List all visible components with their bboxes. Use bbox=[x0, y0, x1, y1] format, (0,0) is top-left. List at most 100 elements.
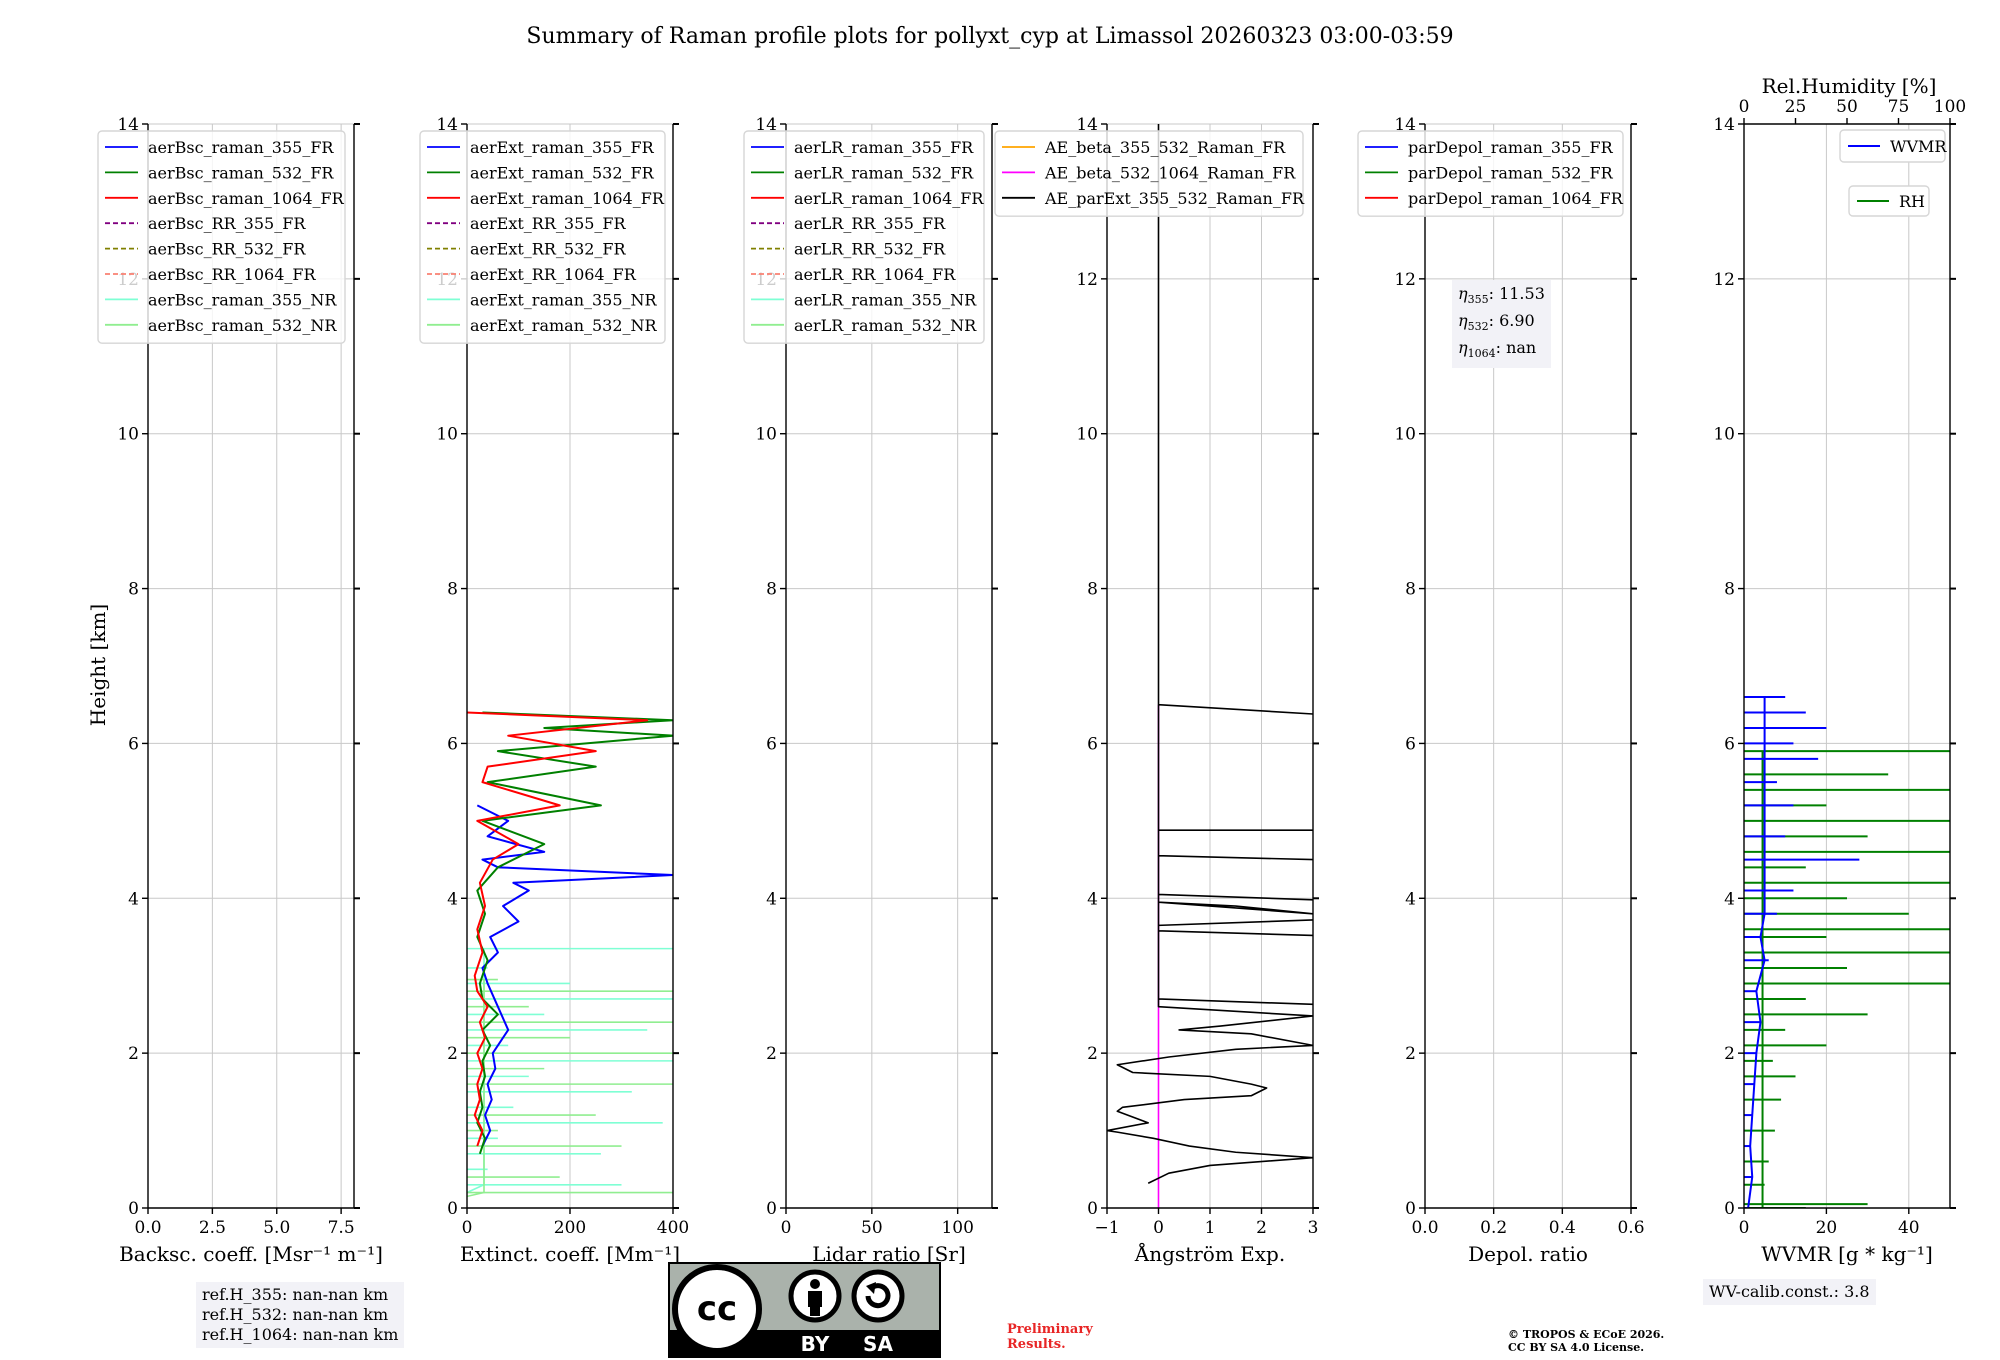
xtick-label: 0 bbox=[781, 1218, 792, 1238]
preliminary-note: Preliminary Results. bbox=[1007, 1322, 1093, 1352]
ytick-label: 8 bbox=[447, 580, 458, 600]
legend-bsc: aerBsc_raman_355_FR aerBsc_raman_532_FRae… bbox=[97, 130, 346, 344]
ytick-label: 10 bbox=[755, 425, 777, 445]
xtick-label: 20 bbox=[1816, 1218, 1838, 1238]
series-group bbox=[467, 711, 673, 1198]
ytick-label: 10 bbox=[436, 425, 458, 445]
x-axis-label: Backsc. coeff. [Msr⁻¹ m⁻¹] bbox=[119, 1242, 383, 1266]
ytick-label: 14 bbox=[1394, 115, 1416, 135]
ytick-label: 2 bbox=[1724, 1044, 1735, 1064]
legend-ae: AE_beta_355_532_Raman_FR AE_beta_532_1064… bbox=[994, 130, 1305, 217]
legend-frame bbox=[1839, 129, 1946, 163]
legend-label: aerExt_raman_532_NR bbox=[470, 316, 658, 335]
legend-label: aerExt_raman_355_NR bbox=[470, 290, 658, 309]
legend-label: aerLR_raman_1064_FR bbox=[794, 189, 984, 208]
ytick-label: 14 bbox=[755, 115, 777, 135]
eta-box: η355: 11.53 η532: 6.90 η1064: nan bbox=[1452, 280, 1551, 368]
series-AE_parExt_355_532_Raman_FR bbox=[1107, 124, 1313, 1184]
xtick-label: 0.4 bbox=[1549, 1218, 1576, 1238]
legend-RH: RH bbox=[1848, 185, 1930, 217]
ytick-label: 4 bbox=[447, 889, 458, 909]
xtick-label: 100 bbox=[941, 1218, 973, 1238]
legend-label: aerBsc_raman_532_FR bbox=[148, 163, 334, 182]
legend-label: aerBsc_raman_1064_FR bbox=[148, 189, 345, 208]
legend-depol: parDepol_raman_355_FR parDepol_raman_532_… bbox=[1357, 130, 1624, 217]
x-axis-label: Depol. ratio bbox=[1468, 1242, 1588, 1266]
ref-height-355: ref.H_355: nan-nan km bbox=[202, 1285, 389, 1304]
xtick-label: 400 bbox=[657, 1218, 689, 1238]
ytick-label: 6 bbox=[1087, 734, 1098, 754]
legend-label: aerLR_raman_532_NR bbox=[794, 316, 977, 335]
ytick-label: 12 bbox=[1076, 270, 1098, 290]
xtick-label: 0 bbox=[1739, 1218, 1750, 1238]
ytick-label: 8 bbox=[1724, 580, 1735, 600]
ytick-label: 8 bbox=[128, 580, 139, 600]
y-axis-label: Height [km] bbox=[86, 604, 110, 726]
legend-label: aerBsc_raman_355_NR bbox=[148, 290, 337, 309]
top-xtick-label: 100 bbox=[1934, 97, 1966, 117]
panel-lr: 02468101214050100Lidar ratio [Sr]aerLR_r… bbox=[743, 115, 998, 1266]
legend-label: AE_parExt_355_532_Raman_FR bbox=[1044, 189, 1305, 208]
legend-label: aerBsc_RR_355_FR bbox=[148, 214, 306, 233]
xtick-label: 0.6 bbox=[1617, 1218, 1644, 1238]
series-group bbox=[1744, 695, 1950, 1208]
legend-frame bbox=[994, 130, 1304, 217]
ref-heights-box: ref.H_355: nan-nan km ref.H_532: nan-nan … bbox=[196, 1282, 405, 1348]
xtick-label: −1 bbox=[1094, 1218, 1119, 1238]
ytick-label: 2 bbox=[766, 1044, 777, 1064]
copyright-note: © TROPOS & ECoE 2026. CC BY SA 4.0 Licens… bbox=[1508, 1328, 1665, 1354]
xtick-label: 1 bbox=[1205, 1218, 1216, 1238]
ytick-label: 4 bbox=[766, 889, 777, 909]
top-xtick-label: 0 bbox=[1739, 97, 1750, 117]
legend-label: aerExt_RR_355_FR bbox=[470, 214, 627, 233]
ytick-label: 10 bbox=[1713, 425, 1735, 445]
xtick-label: 5.0 bbox=[263, 1218, 290, 1238]
sa-text: SA bbox=[863, 1332, 893, 1356]
ytick-label: 4 bbox=[128, 889, 139, 909]
xtick-label: 2.5 bbox=[199, 1218, 226, 1238]
series-aerExt_raman_1064_FR bbox=[467, 711, 649, 1147]
legend-label: aerBsc_RR_1064_FR bbox=[148, 265, 317, 284]
legend-label: aerBsc_raman_355_FR bbox=[148, 138, 334, 157]
ytick-label: 0 bbox=[766, 1199, 777, 1219]
ref-height-1064: ref.H_1064: nan-nan km bbox=[202, 1325, 399, 1344]
legend-label: aerExt_raman_532_FR bbox=[470, 163, 655, 182]
ytick-label: 14 bbox=[1713, 115, 1735, 135]
top-axis-label: Rel.Humidity [%] bbox=[1762, 74, 1937, 98]
xtick-label: 40 bbox=[1898, 1218, 1920, 1238]
ytick-label: 6 bbox=[1405, 734, 1416, 754]
legend-frame bbox=[743, 130, 985, 344]
legend-frame bbox=[97, 130, 346, 344]
ytick-label: 6 bbox=[766, 734, 777, 754]
series-group bbox=[1107, 124, 1313, 1208]
ytick-label: 12 bbox=[1394, 270, 1416, 290]
ytick-label: 10 bbox=[1076, 425, 1098, 445]
top-xtick-label: 25 bbox=[1785, 97, 1807, 117]
ytick-label: 4 bbox=[1087, 889, 1098, 909]
ytick-label: 2 bbox=[1087, 1044, 1098, 1064]
legend-label: aerLR_RR_355_FR bbox=[794, 214, 946, 233]
ytick-label: 10 bbox=[1394, 425, 1416, 445]
legend-label: aerLR_raman_532_FR bbox=[794, 163, 974, 182]
ytick-label: 12 bbox=[1713, 270, 1735, 290]
ytick-label: 0 bbox=[1087, 1199, 1098, 1219]
panel-ext: 024681012140200400Extinct. coeff. [Mm⁻¹]… bbox=[419, 115, 689, 1266]
legend-label: aerLR_RR_532_FR bbox=[794, 240, 946, 259]
ytick-label: 0 bbox=[447, 1199, 458, 1219]
legend-label: parDepol_raman_532_FR bbox=[1408, 163, 1614, 182]
legend-WVMR: WVMR bbox=[1839, 129, 1947, 163]
xtick-label: 200 bbox=[554, 1218, 586, 1238]
legend-label: aerLR_raman_355_NR bbox=[794, 290, 977, 309]
x-axis-label: WVMR [g * kg⁻¹] bbox=[1761, 1242, 1933, 1266]
series-aerExt_raman_532_FR bbox=[476, 711, 673, 1155]
ytick-label: 10 bbox=[117, 425, 139, 445]
panel-depol: 0 2 4 6 8 10 12 14 0.0 0.2 0.4 0.6 Depol. ratio parDe… bbox=[1357, 115, 1645, 1266]
ytick-label: 2 bbox=[128, 1044, 139, 1064]
ytick-label: 8 bbox=[1405, 580, 1416, 600]
xtick-label: 2 bbox=[1256, 1218, 1267, 1238]
ytick-label: 6 bbox=[447, 734, 458, 754]
x-axis-label: Extinct. coeff. [Mm⁻¹] bbox=[460, 1242, 680, 1266]
ytick-label: 4 bbox=[1405, 889, 1416, 909]
